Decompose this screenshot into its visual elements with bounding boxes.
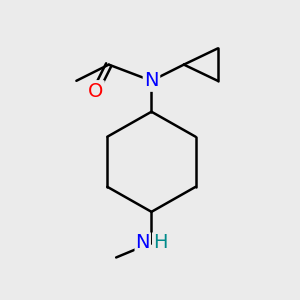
Text: N: N: [136, 233, 150, 252]
Text: N: N: [144, 71, 159, 90]
Text: O: O: [88, 82, 103, 100]
Text: H: H: [153, 233, 167, 252]
